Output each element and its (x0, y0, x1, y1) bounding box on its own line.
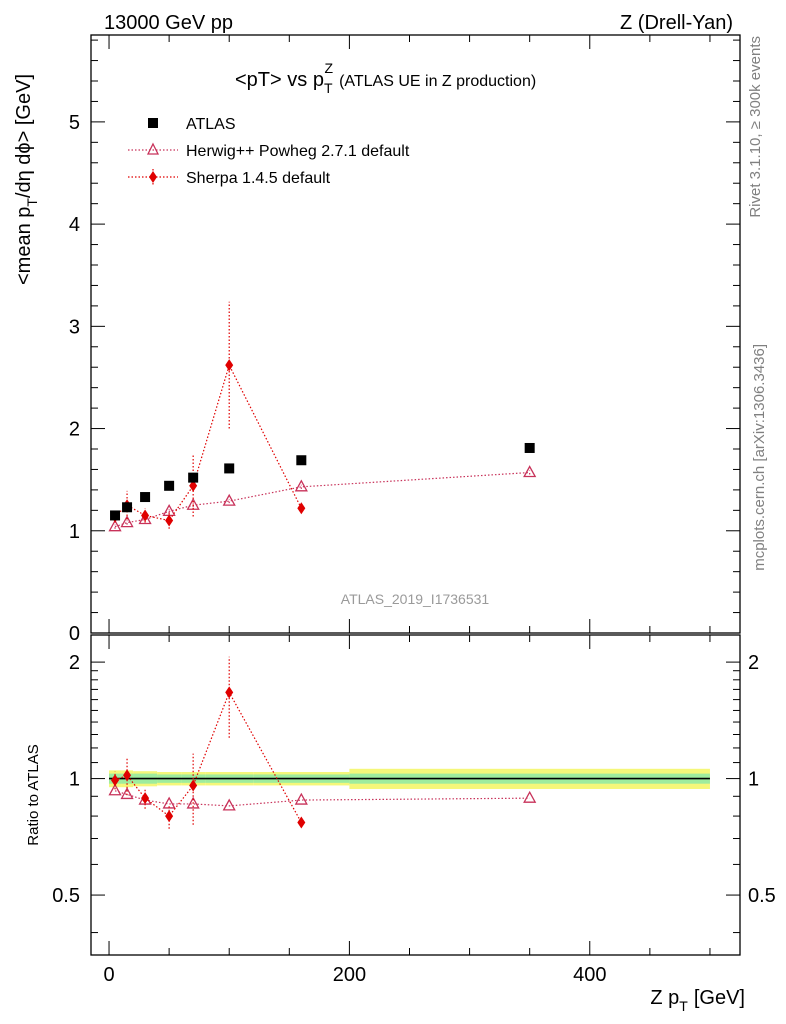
legend-label-atlas: ATLAS (186, 116, 236, 133)
herwig-ratio-line (114, 790, 530, 807)
ratio-series (108, 656, 537, 829)
energy-label: 13000 GeV pp (104, 12, 233, 34)
ratio-frame (90, 634, 741, 956)
x-axis-title: Z pT [GeV] (650, 987, 745, 1014)
sherpa-ratio-line (114, 690, 302, 823)
analysis-watermark: ATLAS_2019_I1736531 (341, 591, 490, 607)
legend-label-sherpa: Sherpa 1.4.5 default (186, 170, 331, 187)
sherpa-point (225, 359, 234, 372)
legend-marker-sherpa (149, 171, 157, 183)
atlas-point (164, 480, 175, 491)
ratio-axis-title: Ratio to ATLAS (25, 744, 42, 845)
main-panel (90, 34, 741, 634)
sherpa-point (297, 502, 306, 515)
main-series (108, 301, 537, 532)
ratio-tick-label-left: 2 (69, 652, 80, 674)
herwig-point (294, 479, 308, 492)
sherpa-point (165, 514, 174, 527)
sherpa-point (189, 479, 198, 492)
ratio-tick-label-left: 0.5 (52, 885, 80, 907)
sherpa-ratio-point (141, 792, 150, 805)
sherpa-ratio-point (225, 686, 234, 699)
herwig-ratio-point (120, 787, 134, 800)
sherpa-ratio-point (297, 816, 306, 829)
x-tick-label: 400 (573, 964, 606, 986)
y-tick-label: 2 (69, 419, 80, 441)
atlas-point (224, 463, 235, 474)
atlas-point (110, 510, 121, 521)
ratio-panel (90, 634, 741, 956)
ratio-uncertainty-band (109, 768, 710, 789)
legend-label-herwig: Herwig++ Powheg 2.7.1 default (186, 143, 410, 160)
ratio-tick-label-right: 2 (748, 652, 759, 674)
x-tick-label: 0 (103, 964, 114, 986)
herwig-ratio-point (294, 792, 308, 805)
herwig-line (114, 471, 530, 528)
herwig-ratio-point (186, 796, 200, 809)
legend-marker-atlas (148, 118, 158, 128)
y-tick-label: 4 (69, 214, 80, 236)
atlas-point (524, 442, 535, 453)
rivet-label: Rivet 3.1.10, ≥ 300k events (747, 36, 764, 218)
herwig-point (222, 493, 236, 506)
chart-title: <pT> vs pTZ(ATLAS UE in Z production) (235, 60, 536, 96)
herwig-ratio-point (222, 798, 236, 811)
y-tick-label: 3 (69, 316, 80, 338)
herwig-point (120, 515, 134, 528)
y-tick-label: 1 (69, 521, 80, 543)
herwig-point (108, 519, 122, 532)
atlas-point (296, 455, 307, 466)
ratio-tick-label-left: 1 (69, 769, 80, 791)
main-frame (90, 34, 741, 634)
sherpa-point (141, 509, 150, 522)
ratio-tick-label-right: 1 (748, 769, 759, 791)
y-axis-title: <mean pT/dη dϕ> [GeV] (13, 74, 40, 285)
y-tick-label: 5 (69, 112, 80, 134)
herwig-ratio-point (523, 790, 537, 803)
x-tick-label: 200 (333, 964, 366, 986)
y-tick-label: 0 (69, 623, 80, 645)
atlas-point (140, 492, 151, 503)
sherpa-ratio-point (111, 774, 120, 787)
atlas-point (122, 502, 133, 513)
legend-marker-herwig (146, 142, 160, 155)
sherpa-ratio-point (123, 769, 132, 782)
tick-labels: 0 200 400 0 1 2 3 4 5 0.5 0.5 1 1 2 2 (52, 112, 776, 986)
process-label: Z (Drell-Yan) (620, 12, 733, 34)
sherpa-ratio-point (189, 779, 198, 792)
atlas-point (188, 472, 199, 483)
sherpa-ratio-point (165, 810, 174, 823)
ratio-tick-label-right: 0.5 (748, 885, 776, 907)
herwig-ratio-point (162, 796, 176, 809)
mcplots-label: mcplots.cern.ch [arXiv:1306.3436] (751, 344, 768, 571)
herwig-point (523, 465, 537, 478)
legend: ATLAS Herwig++ Powheg 2.7.1 default Sher… (128, 116, 410, 187)
herwig-ratio-point (108, 783, 122, 796)
herwig-point (138, 512, 152, 525)
